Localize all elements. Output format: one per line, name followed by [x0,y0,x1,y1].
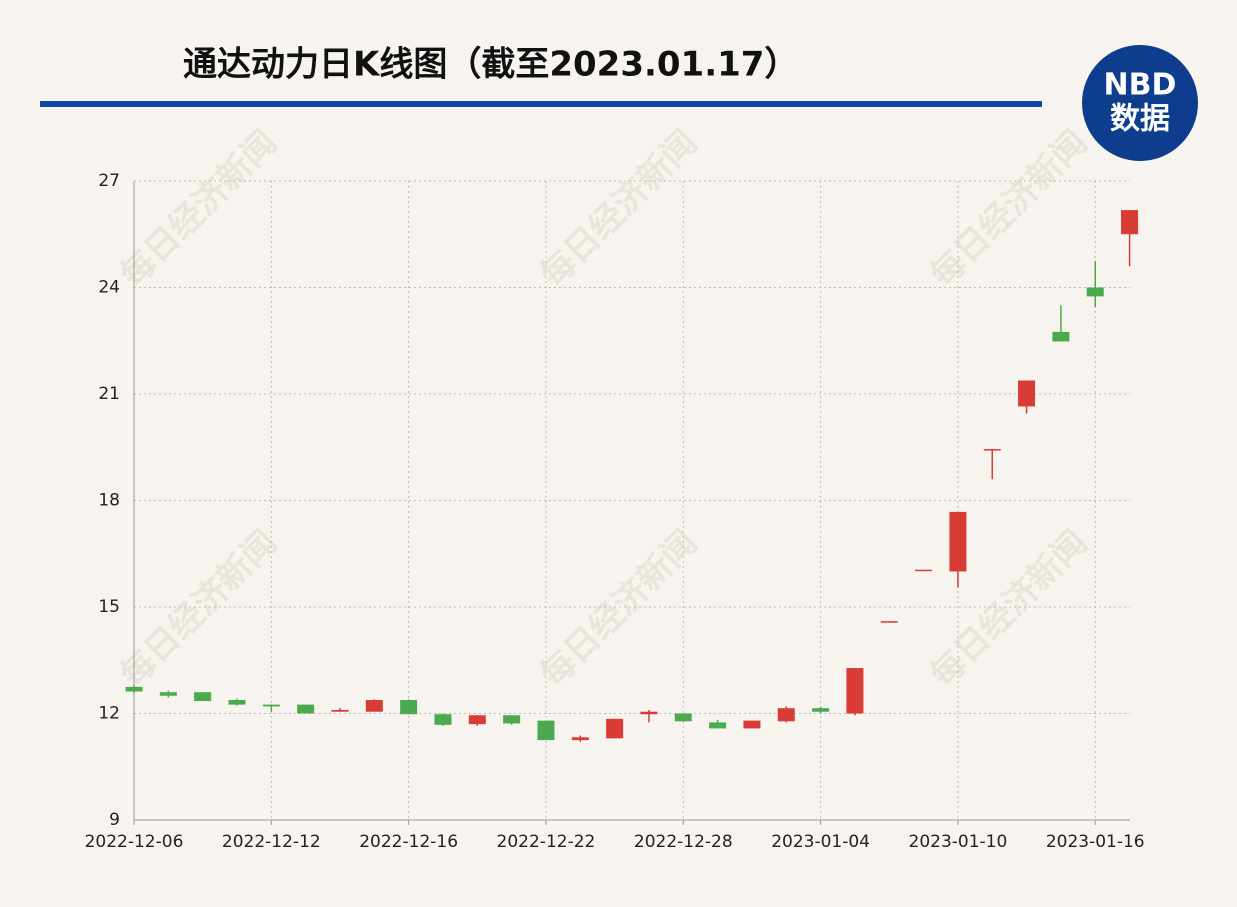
candle-body [503,715,521,724]
candle-body [983,449,1001,451]
x-tick-label: 2022-12-22 [497,832,596,852]
plot: 9 12 15 18 21 24 27 2022-12-06 2022-12-12 2022-12… [85,171,1145,852]
candle-body [640,711,658,715]
candle-body [812,708,830,712]
candle-body [434,714,452,725]
candle-body [915,569,933,572]
candle-body [571,737,589,741]
logo-top: NBD [1104,68,1177,103]
logo [1082,45,1198,161]
y-tick-label: 12 [98,704,120,724]
candle-body [777,708,795,722]
candle-body [949,511,967,572]
y-tick-label: 21 [98,384,120,404]
candle-body [606,718,624,739]
logo-bottom: 数据 [1110,102,1170,137]
y-tick-label: 18 [98,491,120,511]
candle-body [674,713,692,722]
title-underline [40,101,1042,107]
y-tick-label: 24 [98,278,120,298]
candle-body [262,704,280,707]
candle-body [1121,210,1139,235]
x-tick-label: 2022-12-06 [85,832,184,852]
candle-body [194,692,212,702]
x-tick-label: 2022-12-12 [222,832,321,852]
x-tick-label: 2022-12-28 [634,832,733,852]
candle-body [400,700,418,715]
y-tick-label: 15 [98,597,120,617]
candle-body [331,709,349,712]
x-tick-label: 2022-12-16 [359,832,458,852]
y-tick-label: 27 [98,171,120,191]
candle-body [468,715,486,725]
candle-body [1018,380,1036,407]
x-tick-label: 2023-01-04 [771,832,870,852]
candle-body [1052,331,1070,342]
candle-body [365,700,383,712]
x-tick-label: 2023-01-16 [1046,832,1145,852]
candle-body [743,720,761,729]
candle-body [880,621,898,623]
candle-body [846,668,864,714]
x-tick-label: 2023-01-10 [909,832,1008,852]
candle-body [159,692,177,696]
candle-body [709,722,727,729]
candle-body [297,704,315,714]
y-tick-label: 9 [109,810,120,830]
candle-body [228,700,246,705]
candle-body [537,720,555,741]
candle-body [125,686,143,692]
chart-title: 通达动力日K线图（截至2023.01.17） [183,45,798,85]
candle-body [1086,287,1104,297]
